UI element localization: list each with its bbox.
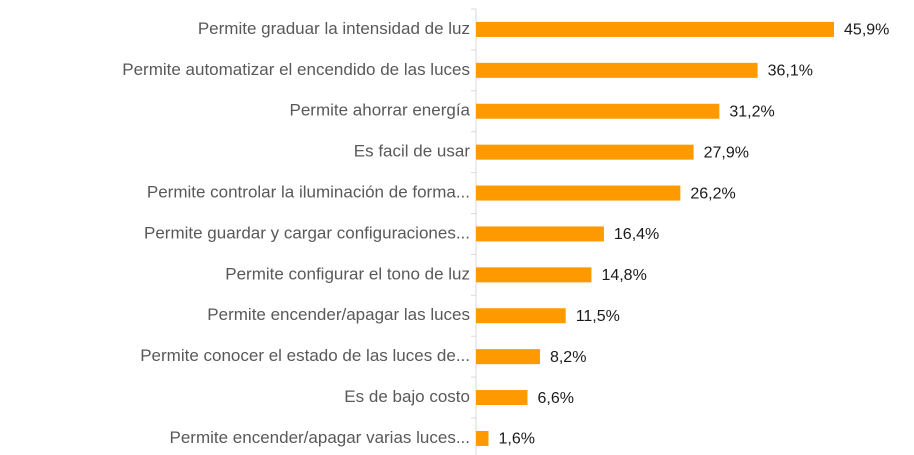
- category-label: Permite guardar y cargar configuraciones…: [144, 223, 470, 242]
- category-label: Permite configurar el tono de luz: [225, 264, 470, 283]
- value-label: 45,9%: [844, 22, 889, 39]
- bar: [476, 62, 758, 78]
- category-label: Permite ahorrar energía: [290, 101, 471, 120]
- value-label: 11,5%: [576, 308, 620, 325]
- value-label: 6,6%: [537, 390, 573, 407]
- bar: [476, 21, 835, 37]
- value-label: 14,8%: [601, 267, 646, 284]
- category-label: Permite graduar la intensidad de luz: [198, 19, 470, 38]
- value-label: 16,4%: [614, 226, 659, 243]
- value-label: 31,2%: [729, 103, 774, 120]
- bar: [476, 144, 694, 160]
- value-label: 27,9%: [704, 144, 749, 161]
- category-label: Permite conocer el estado de las luces d…: [140, 346, 470, 365]
- category-label: Permite encender/apagar las luces: [207, 305, 470, 324]
- bar: [476, 185, 681, 201]
- bar: [476, 349, 540, 365]
- bar: [476, 390, 528, 406]
- value-label: 8,2%: [550, 349, 586, 366]
- category-label: Es facil de usar: [354, 142, 471, 161]
- category-label: Permite encender/apagar varias luces...: [170, 428, 471, 447]
- bar: [476, 103, 720, 119]
- bar: [476, 308, 566, 324]
- category-label: Permite controlar la iluminación de form…: [147, 183, 470, 202]
- bar: [476, 226, 604, 242]
- bar: [476, 430, 489, 446]
- category-label: Permite automatizar el encendido de las …: [122, 60, 470, 79]
- value-label: 36,1%: [768, 63, 813, 80]
- bar: [476, 267, 592, 283]
- value-label: 26,2%: [690, 185, 735, 202]
- value-label: 1,6%: [498, 431, 534, 448]
- category-label: Es de bajo costo: [344, 387, 470, 406]
